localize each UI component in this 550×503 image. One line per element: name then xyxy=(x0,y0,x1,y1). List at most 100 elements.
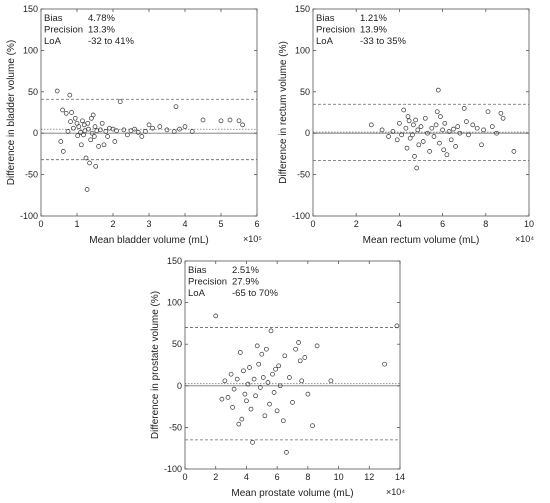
data-point xyxy=(125,132,130,138)
data-point xyxy=(112,139,118,144)
data-point xyxy=(262,413,268,419)
y-tick-label: 50 xyxy=(28,87,38,97)
y-tick-label: 100 xyxy=(23,45,38,55)
data-point xyxy=(435,87,441,93)
data-point xyxy=(173,104,179,110)
x-tick-label: 2 xyxy=(213,472,218,482)
stat-label: Precision xyxy=(44,25,83,36)
x-tick-label: 2 xyxy=(110,219,115,229)
data-point xyxy=(84,187,90,192)
x-tick-label: 0 xyxy=(182,472,187,482)
data-point xyxy=(479,142,484,148)
data-point xyxy=(386,134,391,139)
data-point xyxy=(71,125,76,131)
data-point xyxy=(58,139,64,144)
stat-label: Precision xyxy=(316,25,355,36)
data-point xyxy=(80,118,85,124)
data-point xyxy=(453,144,458,149)
data-point xyxy=(446,129,452,134)
data-point xyxy=(284,450,289,455)
data-point xyxy=(230,405,235,410)
y-tick-label: -100 xyxy=(164,464,182,474)
data-point xyxy=(441,147,447,153)
data-point xyxy=(368,122,374,128)
data-point xyxy=(271,390,277,395)
data-point xyxy=(410,132,415,138)
data-point xyxy=(135,130,141,135)
data-point xyxy=(464,119,469,124)
data-point xyxy=(93,163,99,169)
x-tick-label: 1 xyxy=(74,219,79,229)
data-point xyxy=(448,137,454,143)
data-point xyxy=(90,112,96,118)
data-point xyxy=(282,353,288,359)
data-point xyxy=(457,130,463,136)
data-point xyxy=(461,106,467,111)
data-point xyxy=(225,395,231,400)
data-point xyxy=(65,129,71,134)
stat-label: Bias xyxy=(316,13,335,24)
data-point xyxy=(101,142,107,148)
data-point xyxy=(143,129,148,134)
data-point xyxy=(218,118,224,124)
data-point xyxy=(92,124,98,129)
y-axis-label: Difference in bladder volume (%) xyxy=(6,40,17,185)
data-point xyxy=(257,385,263,390)
stat-label: Bias xyxy=(44,13,63,24)
data-point xyxy=(150,125,155,131)
y-tick-label: 150 xyxy=(295,4,310,14)
x-tick-label: 4 xyxy=(397,219,402,229)
data-point xyxy=(440,127,445,133)
data-point xyxy=(78,142,84,148)
x-tick-label: 4 xyxy=(182,219,187,229)
data-point xyxy=(390,129,396,134)
data-point xyxy=(146,122,152,128)
data-point xyxy=(274,408,280,414)
data-point xyxy=(99,120,105,126)
data-point xyxy=(78,130,83,135)
data-point xyxy=(429,125,435,131)
data-point xyxy=(296,340,301,345)
data-point xyxy=(240,122,245,128)
data-point xyxy=(86,126,91,132)
data-point xyxy=(121,127,127,133)
data-point xyxy=(139,134,145,139)
data-point xyxy=(407,135,413,141)
data-point xyxy=(420,139,426,144)
data-point xyxy=(406,118,412,124)
stat-value: 1.21% xyxy=(360,13,387,24)
data-point xyxy=(310,423,315,429)
data-point xyxy=(96,144,101,149)
x-tick-label: 14 xyxy=(395,472,405,482)
data-point xyxy=(485,109,491,115)
data-point xyxy=(242,391,248,397)
data-point xyxy=(227,117,233,123)
x-exponent-label: ×10⁵ xyxy=(243,234,262,244)
data-point xyxy=(489,124,495,129)
data-point xyxy=(177,126,182,132)
data-point xyxy=(237,350,243,355)
data-point xyxy=(236,421,242,427)
stat-value: -32 to 41% xyxy=(88,36,134,47)
data-point xyxy=(182,124,188,129)
data-point xyxy=(276,363,282,369)
data-point xyxy=(254,343,260,349)
stat-value: -33 to 35% xyxy=(360,36,406,47)
data-point xyxy=(81,132,86,138)
data-point xyxy=(287,375,292,380)
data-point xyxy=(328,378,334,384)
y-tick-label: 0 xyxy=(33,128,38,138)
stat-label: LoA xyxy=(44,36,62,47)
data-point xyxy=(72,115,78,121)
y-tick-label: 150 xyxy=(23,4,38,14)
x-tick-label: 2 xyxy=(354,219,359,229)
data-point xyxy=(105,134,110,139)
data-point xyxy=(498,110,504,116)
data-point xyxy=(425,130,430,136)
data-point xyxy=(466,132,471,138)
data-point xyxy=(231,386,237,392)
data-point xyxy=(305,391,311,397)
x-tick-label: 8 xyxy=(483,219,488,229)
data-point xyxy=(451,126,456,132)
data-point xyxy=(75,133,81,139)
